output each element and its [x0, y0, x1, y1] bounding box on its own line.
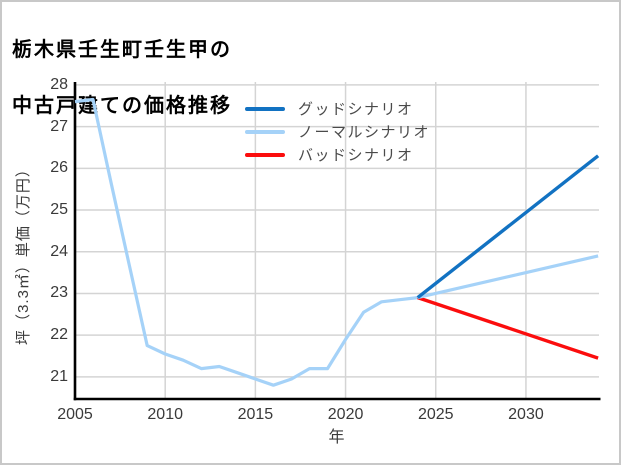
legend-item-good: グッドシナリオ — [245, 97, 430, 120]
x-tick-label: 2015 — [237, 406, 274, 423]
series-line-bad — [417, 295, 599, 360]
y-tick-label: 25 — [50, 201, 68, 219]
legend-label-good: グッドシナリオ — [298, 101, 414, 118]
series-line-good — [416, 154, 600, 299]
y-tick-label: 26 — [50, 159, 68, 177]
y-tick-label: 24 — [50, 242, 68, 260]
x-tick-label: 2030 — [508, 406, 544, 423]
series-line-history — [74, 97, 418, 387]
y-tick-label: 21 — [50, 367, 68, 385]
x-tick-label: 2025 — [417, 406, 454, 423]
series-line-normal — [417, 254, 599, 300]
y-tick-label: 27 — [50, 117, 68, 135]
legend-item-normal: ノーマルシナリオ — [245, 120, 430, 143]
chart-title-line1: 栃木県壬生町壬生甲の — [12, 39, 232, 61]
x-axis-label: 年 — [328, 429, 346, 446]
y-tick-label: 22 — [50, 326, 68, 344]
x-tick-label: 2005 — [57, 406, 93, 423]
legend-line-sample-bad — [245, 152, 285, 157]
legend-line-sample-normal — [245, 129, 285, 134]
legend-label-bad: バッドシナリオ — [298, 147, 414, 164]
chart-title-line2: 中古戸建ての価格推移 — [12, 95, 232, 117]
y-tick-label: 23 — [50, 284, 68, 302]
legend-line-sample-good — [245, 106, 285, 111]
y-axis-label: 坪（3.3㎡）単価（万円） — [15, 161, 32, 345]
x-tick-label: 2020 — [327, 406, 364, 423]
legend-item-bad: バッドシナリオ — [245, 143, 430, 166]
y-tick-label: 28 — [50, 75, 68, 93]
legend-label-normal: ノーマルシナリオ — [298, 124, 431, 141]
chart-title: 栃木県壬生町壬生甲の 中古戸建ての価格推移 — [12, 8, 232, 148]
legend: グッドシナリオ ノーマルシナリオ バッドシナリオ — [245, 97, 430, 166]
x-tick-label: 2010 — [147, 406, 183, 423]
